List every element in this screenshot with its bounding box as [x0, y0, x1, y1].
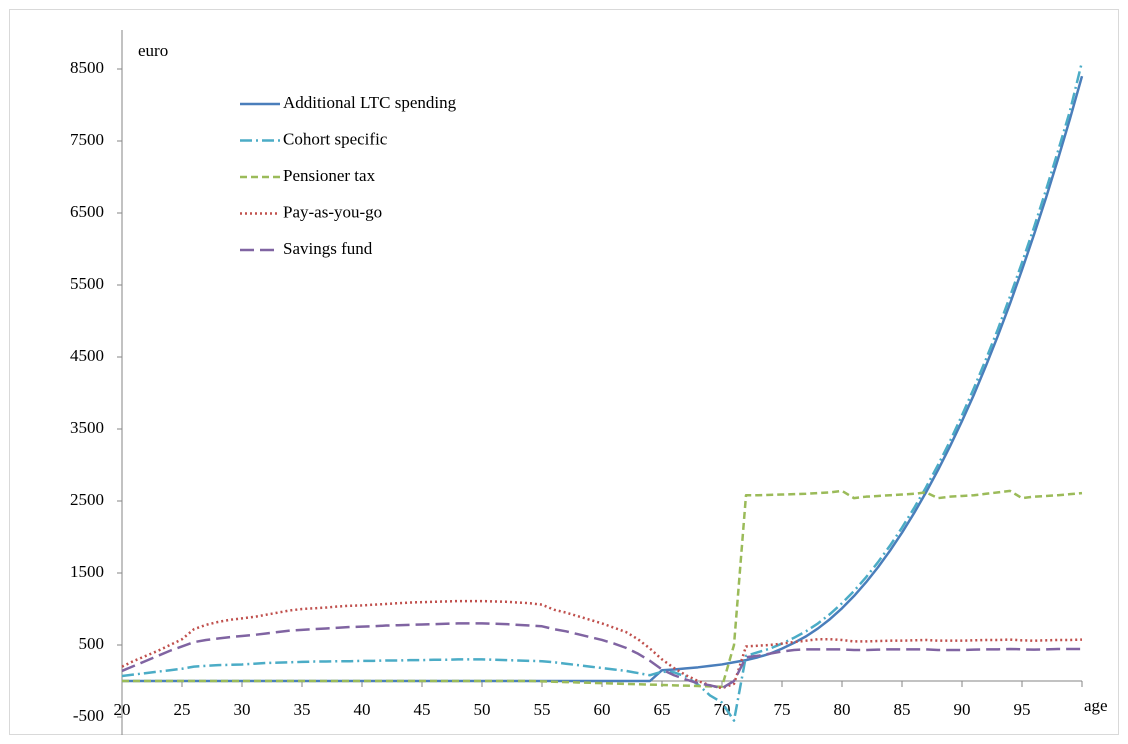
x-tick-label: 40 — [354, 700, 371, 719]
series-line — [121, 61, 1084, 722]
y-axis-label: euro — [138, 41, 168, 60]
x-tick-label: 60 — [594, 700, 611, 719]
y-tick-label: 1500 — [70, 562, 104, 581]
x-tick-label: 50 — [474, 700, 491, 719]
x-tick-label: 55 — [534, 700, 551, 719]
y-tick-label: 8500 — [70, 58, 104, 77]
x-tick-label: 80 — [834, 700, 851, 719]
y-tick-label: -500 — [73, 706, 104, 725]
x-tick-label: 30 — [234, 700, 251, 719]
x-tick-label: 75 — [774, 700, 791, 719]
chart-border — [9, 9, 1119, 735]
y-tick-label: 2500 — [70, 490, 104, 509]
legend-label: Pay-as-you-go — [283, 202, 382, 221]
x-tick-label: 95 — [1014, 700, 1031, 719]
series-line — [121, 622, 1082, 690]
y-tick-label: 5500 — [70, 274, 104, 293]
series-line — [121, 599, 1083, 690]
legend-label: Savings fund — [283, 239, 373, 258]
x-tick-label: 35 — [294, 700, 311, 719]
x-tick-label: 25 — [174, 700, 191, 719]
x-tick-label: 65 — [654, 700, 671, 719]
y-tick-label: 3500 — [70, 418, 104, 437]
y-tick-label: 4500 — [70, 346, 104, 365]
y-tick-label: 7500 — [70, 130, 104, 149]
y-tick-label: 6500 — [70, 202, 104, 221]
legend-label: Pensioner tax — [283, 166, 376, 185]
legend-label: Cohort specific — [283, 129, 388, 148]
x-tick-label: 85 — [894, 700, 911, 719]
y-tick-label: 500 — [79, 634, 105, 653]
x-tick-label: 90 — [954, 700, 971, 719]
x-tick-label: 70 — [714, 700, 731, 719]
x-tick-label: 20 — [114, 700, 131, 719]
x-tick-label: 45 — [414, 700, 431, 719]
series-line — [122, 489, 1083, 689]
legend-label: Additional LTC spending — [283, 93, 457, 112]
x-axis-label: age — [1084, 696, 1108, 715]
